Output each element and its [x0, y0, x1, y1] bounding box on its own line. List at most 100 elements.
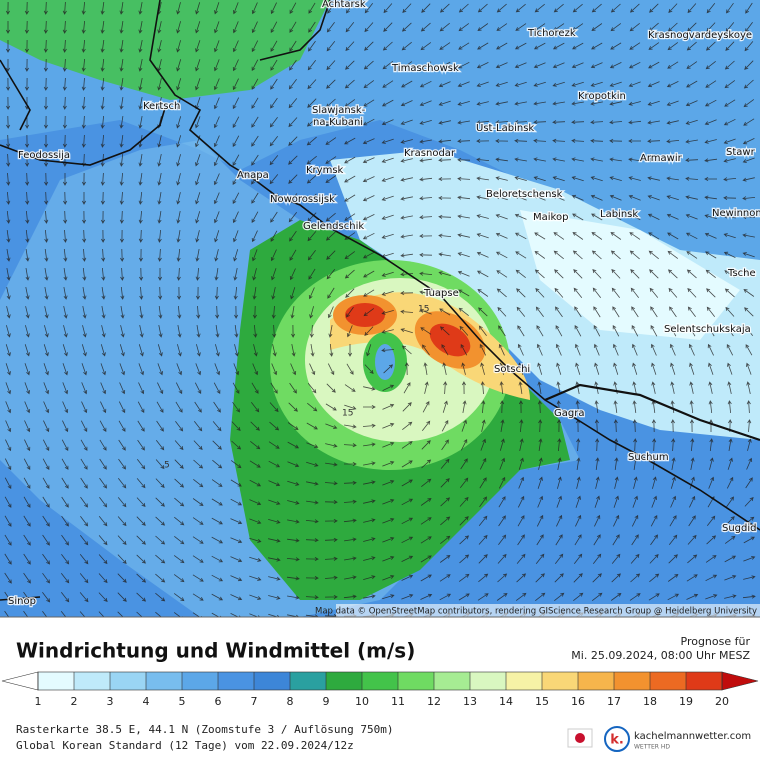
wind-arrow — [593, 324, 601, 337]
wind-arrow — [457, 81, 470, 87]
wind-arrow — [402, 421, 413, 431]
wind-arrow — [62, 115, 67, 129]
wind-arrow — [689, 476, 695, 489]
wind-arrow — [120, 248, 125, 262]
wind-arrow — [667, 22, 678, 32]
wind-arrow — [193, 440, 203, 451]
wind-arrow — [382, 384, 395, 391]
wind-arrow — [195, 154, 201, 167]
wind-arrow — [139, 325, 144, 338]
colorbar-swatch — [218, 672, 254, 690]
wind-arrow — [61, 439, 69, 452]
wind-arrow — [366, 344, 372, 357]
wind-arrow — [211, 479, 223, 487]
colorbar-tick-label: 17 — [607, 695, 621, 708]
wind-arrow — [249, 575, 262, 581]
wind-arrow — [495, 120, 509, 125]
wind-arrow — [119, 172, 124, 186]
wind-arrow — [136, 573, 147, 583]
wind-arrow — [119, 382, 126, 395]
wind-arrow — [324, 594, 338, 599]
wind-arrow — [119, 78, 124, 91]
wind-arrow — [400, 272, 414, 277]
wind-arrow — [192, 498, 204, 506]
wind-arrow — [155, 440, 165, 451]
wind-arrow — [457, 252, 470, 258]
wind-arrow — [723, 118, 736, 126]
wind-arrow — [81, 58, 86, 72]
wind-arrow — [307, 231, 317, 242]
wind-arrow — [192, 517, 204, 525]
city: Tsche — [727, 268, 756, 279]
wind-arrow — [555, 325, 563, 337]
city: Beloretschensk — [486, 189, 563, 200]
wind-arrow — [212, 440, 222, 450]
wind-arrow — [572, 23, 584, 31]
wind-arrow — [630, 287, 640, 298]
wind-arrow — [214, 249, 219, 262]
wind-arrow — [119, 21, 124, 34]
wind-arrow — [43, 363, 49, 376]
wind-arrow — [288, 98, 298, 109]
wind-arrow — [631, 343, 638, 356]
wind-arrow — [60, 592, 70, 603]
wind-arrow — [194, 382, 202, 395]
wind-arrow — [400, 291, 414, 296]
wind-arrow — [176, 40, 181, 53]
wind-arrow — [324, 537, 338, 542]
wind-arrow — [685, 232, 698, 240]
wind-arrow — [419, 290, 432, 295]
wind-arrow — [514, 157, 527, 162]
wind-arrow — [479, 457, 487, 470]
wind-arrow — [704, 99, 717, 107]
wind-arrow — [537, 362, 543, 375]
city: na-Kubani — [313, 117, 363, 128]
wind-arrow — [137, 401, 145, 414]
wind-arrow — [610, 232, 622, 240]
wind-arrow — [305, 519, 319, 524]
wind-arrow — [724, 288, 735, 298]
wind-arrow — [534, 23, 546, 31]
wind-arrow — [421, 420, 431, 431]
wind-arrow — [495, 176, 508, 181]
wind-arrow — [591, 592, 603, 602]
wind-arrow — [138, 97, 143, 110]
wind-arrow — [744, 60, 754, 70]
wind-arrow — [249, 479, 262, 487]
wind-arrow — [326, 250, 336, 260]
wind-arrow — [479, 496, 487, 508]
wind-arrow — [119, 191, 124, 205]
wind-arrow — [289, 21, 297, 33]
brand-sub: WETTER HD — [634, 744, 670, 751]
wind-arrow — [594, 400, 599, 414]
wind-arrow — [157, 21, 162, 34]
wind-arrow — [268, 576, 281, 581]
wind-arrow — [556, 362, 562, 375]
wind-arrow — [517, 343, 524, 356]
wind-arrow — [325, 212, 336, 222]
wind-arrow — [650, 534, 658, 546]
wind-arrow — [100, 77, 105, 91]
colorbar-swatch — [542, 672, 578, 690]
wind-arrow — [119, 153, 124, 167]
wind-arrow — [43, 39, 48, 53]
wind-arrow — [25, 229, 30, 243]
wind-arrow — [101, 229, 106, 243]
wind-arrow — [704, 195, 717, 200]
wind-arrow — [554, 269, 564, 279]
wind-arrow — [327, 306, 334, 319]
wind-arrow — [308, 268, 316, 280]
wind-arrow — [498, 325, 506, 337]
wind-arrow — [253, 344, 258, 357]
wind-arrow — [439, 555, 451, 563]
wind-arrow — [571, 81, 584, 87]
wind-arrow — [554, 592, 565, 602]
wind-arrow — [573, 553, 583, 564]
wind-arrow — [42, 496, 50, 508]
wind-arrow — [495, 195, 508, 201]
wind-arrow — [4, 553, 12, 565]
wind-arrow — [138, 21, 143, 34]
wind-arrow — [309, 324, 314, 338]
wind-arrow — [5, 363, 11, 376]
wind-arrow — [139, 267, 144, 281]
